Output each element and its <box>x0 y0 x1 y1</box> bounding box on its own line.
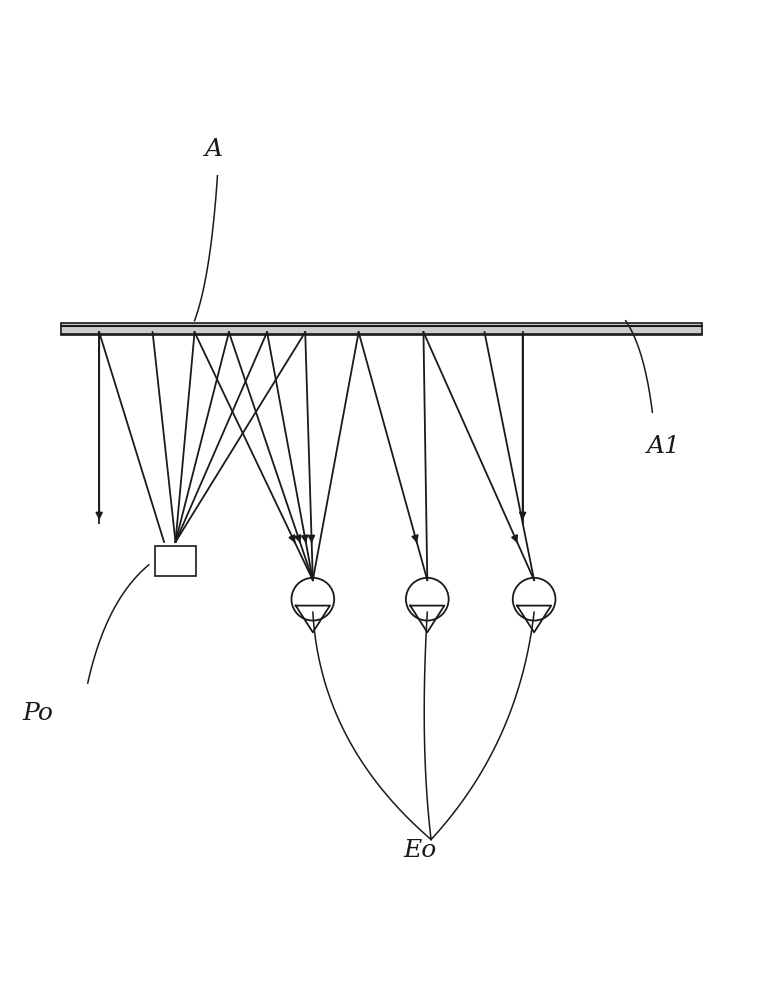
Text: Po: Po <box>23 702 53 725</box>
Bar <box>155 546 197 576</box>
Bar <box>61 323 702 335</box>
Text: A1: A1 <box>647 435 681 458</box>
Text: A: A <box>204 138 223 161</box>
Text: Eo: Eo <box>403 839 436 862</box>
